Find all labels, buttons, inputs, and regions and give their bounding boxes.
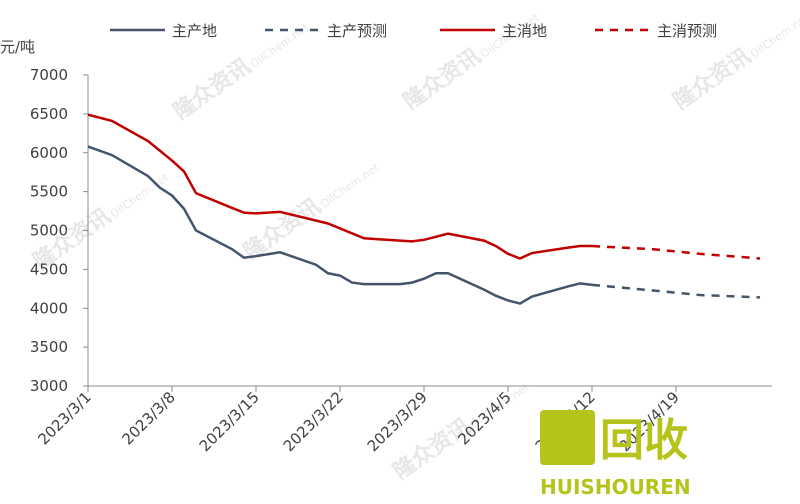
watermark-text: 隆众资讯 <box>169 54 255 125</box>
watermark-site: OilChem.net <box>748 11 800 61</box>
y-tick-label: 5500 <box>30 183 68 201</box>
x-tick-label: 2023/3/8 <box>118 388 178 448</box>
y-tick-label: 7000 <box>30 66 68 84</box>
legend-label: 主产预测 <box>327 22 387 40</box>
legend-label: 主产地 <box>172 22 217 40</box>
y-tick-label: 6500 <box>30 105 68 123</box>
series-line <box>87 145 593 305</box>
y-tick-label: 3000 <box>30 377 68 395</box>
y-tick-label: 4500 <box>30 260 68 278</box>
series-line <box>591 244 761 260</box>
watermark-text: 隆众资讯 <box>669 44 755 115</box>
y-tick-label: 3500 <box>30 338 68 356</box>
watermark-site: OilChem.net <box>318 161 382 211</box>
x-tick-label: 2023/3/15 <box>196 388 263 455</box>
series-line <box>591 283 761 299</box>
x-tick-label: 2023/3/22 <box>280 388 347 455</box>
series-line <box>87 113 592 260</box>
watermark-site: OilChem.net <box>108 171 172 221</box>
watermark-text: 隆众资讯 <box>399 44 485 115</box>
legend-label: 主消预测 <box>657 22 717 40</box>
legend-label: 主消地 <box>502 22 547 40</box>
y-tick-label: 6000 <box>30 144 68 162</box>
y-tick-label: 5000 <box>30 222 68 240</box>
y-axis-label: 元/吨 <box>0 38 35 56</box>
x-tick-label: 2023/3/1 <box>34 388 94 448</box>
logo-text: 回收 <box>600 415 688 466</box>
logo-sub: HUISHOUREN <box>540 475 691 499</box>
y-tick-label: 4000 <box>30 299 68 317</box>
watermark-site: OilChem.net <box>248 21 312 71</box>
logo-box <box>540 410 595 465</box>
